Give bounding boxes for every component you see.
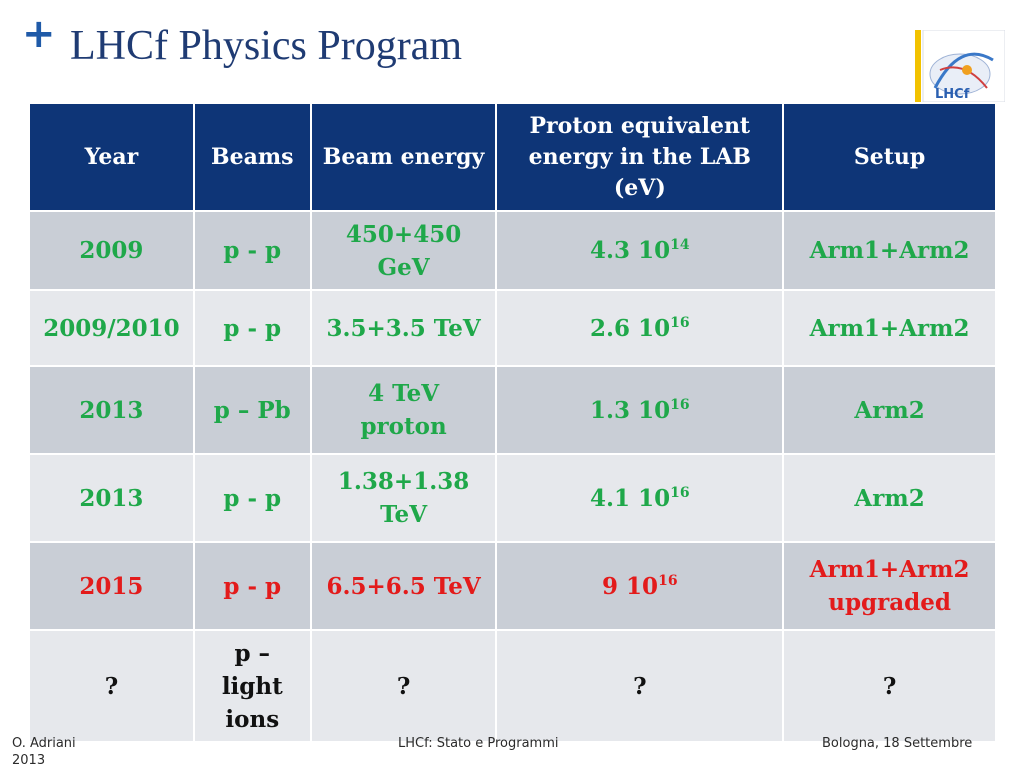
proton-energy-exponent: 14	[670, 237, 690, 253]
cell-beams: p – Pb	[192, 365, 312, 455]
cell-beams: p - p	[192, 289, 312, 367]
cell-year: 2009	[28, 210, 195, 291]
cell-beams: p - p	[192, 210, 312, 291]
cell-beams: p - p	[192, 541, 312, 631]
footer-title: LHCf: Stato e Programmi	[398, 736, 559, 751]
cell-beam-energy: 3.5+3.5 TeV	[309, 289, 498, 367]
header-beams: Beams	[192, 102, 312, 212]
setup-text: Arm1+Arm2 upgraded	[809, 556, 970, 616]
header-proton-equivalent-energy: Proton equivalent energy in the LAB (eV)	[495, 102, 785, 212]
page-title: LHCf Physics Program	[70, 23, 462, 69]
cell-beams: p – light ions	[192, 629, 312, 743]
cell-year: ?	[28, 629, 195, 743]
beam-energy-text: 4 TeV proton	[360, 380, 447, 440]
cell-setup: Arm1+Arm2 upgraded	[782, 541, 997, 631]
table-row: 2015 p - p 6.5+6.5 TeV 9 1016 Arm1+Arm2 …	[28, 541, 997, 631]
footer-location-date: Bologna, 18 Settembre	[822, 736, 973, 751]
beams-text: p – light ions	[221, 639, 283, 733]
beam-energy-text: 450+450 GeV	[345, 220, 462, 281]
cell-proton-energy: 9 1016	[495, 541, 785, 631]
cell-setup: Arm1+Arm2	[782, 289, 997, 367]
cell-beam-energy: 450+450 GeV	[309, 210, 498, 291]
beam-energy-text: 1.38+1.38 TeV	[337, 468, 470, 528]
cell-year: 2015	[28, 541, 195, 631]
cell-setup: ?	[782, 629, 997, 743]
proton-energy-base: 4.3 10	[590, 237, 671, 264]
cell-proton-energy: 4.3 1014	[495, 210, 785, 291]
cell-year: 2013	[28, 453, 195, 543]
proton-energy-exponent: 16	[658, 572, 678, 589]
table-row: 2013 p - p 1.38+1.38 TeV 4.1 1016 Arm2	[28, 453, 997, 543]
proton-energy-base: 9 10	[602, 572, 659, 600]
cell-beam-energy: 4 TeV proton	[309, 365, 498, 455]
proton-energy-exponent: 16	[670, 484, 690, 501]
cell-setup: Arm1+Arm2	[782, 210, 997, 291]
table-row: 2013 p – Pb 4 TeV proton 1.3 1016 Arm2	[28, 365, 997, 455]
cell-setup: Arm2	[782, 365, 997, 455]
table-row: ? p – light ions ? ? ?	[28, 629, 997, 743]
table-row: 2009 p - p 450+450 GeV 4.3 1014 Arm1+Arm…	[28, 210, 997, 291]
header-year: Year	[28, 102, 195, 212]
proton-energy-base: 4.1 10	[590, 484, 671, 512]
physics-program-table: Year Beams Beam energy Proton equivalent…	[28, 102, 997, 743]
cell-proton-energy: ?	[495, 629, 785, 743]
cell-beams: p - p	[192, 453, 312, 543]
cell-setup: Arm2	[782, 453, 997, 543]
cell-proton-energy: 4.1 1016	[495, 453, 785, 543]
footer-author: O. Adriani 2013	[12, 736, 76, 768]
cell-beam-energy: 1.38+1.38 TeV	[309, 453, 498, 543]
proton-energy-exponent: 16	[670, 396, 690, 413]
cell-proton-energy: 1.3 1016	[495, 365, 785, 455]
table-row: 2009/2010 p - p 3.5+3.5 TeV 2.6 1016 Arm…	[28, 289, 997, 367]
title-bullet: +	[22, 11, 56, 57]
lhcf-logo-icon: LHCf	[915, 30, 1005, 102]
proton-energy-exponent: 16	[670, 314, 690, 331]
header-beam-energy: Beam energy	[309, 102, 498, 212]
cell-beam-energy: ?	[309, 629, 498, 743]
proton-energy-base: 2.6 10	[590, 314, 671, 342]
cell-year: 2013	[28, 365, 195, 455]
proton-energy-base: 1.3 10	[590, 396, 671, 424]
header-setup: Setup	[782, 102, 997, 212]
cell-proton-energy: 2.6 1016	[495, 289, 785, 367]
table-header-row: Year Beams Beam energy Proton equivalent…	[28, 102, 997, 212]
cell-beam-energy: 6.5+6.5 TeV	[309, 541, 498, 631]
proton-energy-base: ?	[633, 672, 647, 700]
logo-text: LHCf	[935, 87, 970, 102]
cell-year: 2009/2010	[28, 289, 195, 367]
